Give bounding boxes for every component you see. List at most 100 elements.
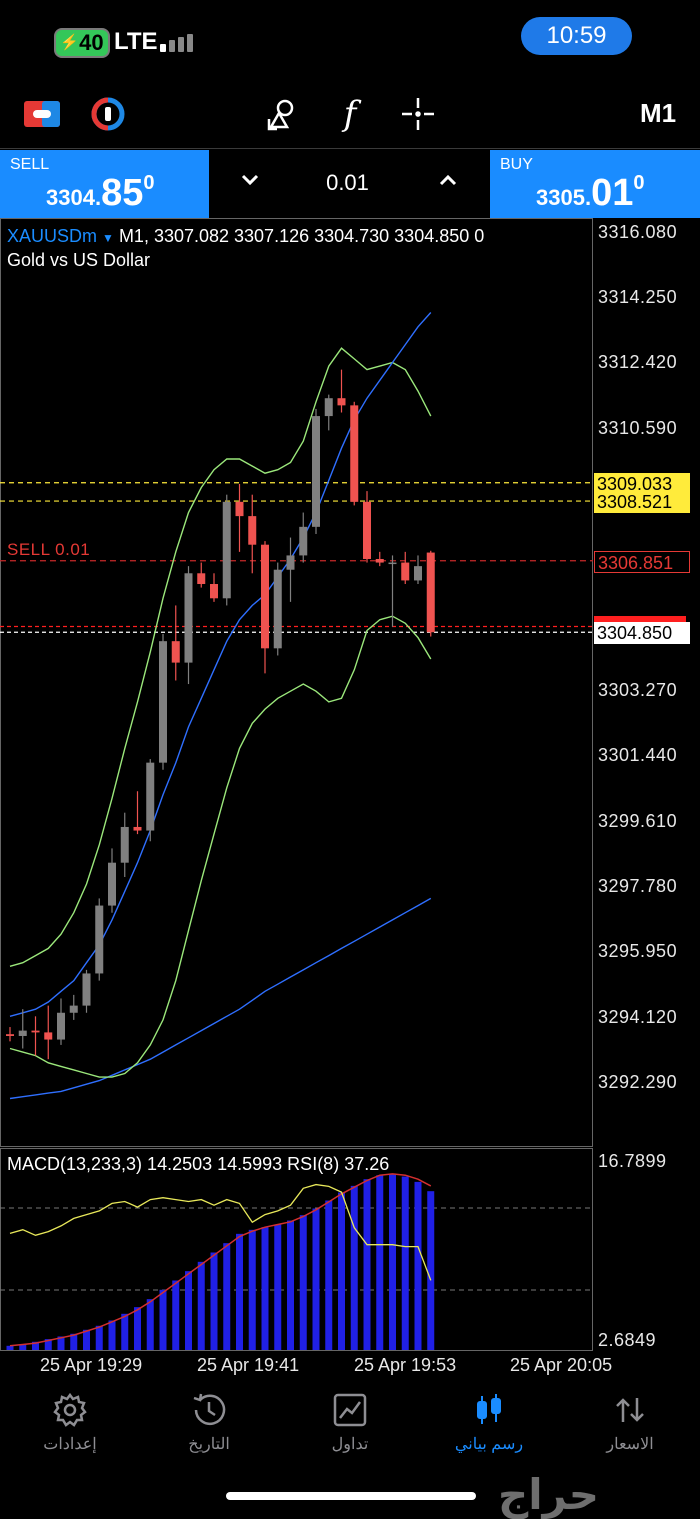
lot-increase-button[interactable] [438, 172, 458, 193]
macd-bar [6, 1345, 14, 1350]
candle-body [414, 566, 422, 581]
candle-body [426, 552, 435, 633]
symbol-dropdown-icon[interactable]: ▼ [102, 231, 114, 245]
subwindow-header: MACD(13,233,3) 14.2503 14.5993 RSI(8) 37… [7, 1154, 390, 1174]
rsi-line [9, 1183, 432, 1281]
price-tick: 3314.250 [598, 287, 678, 307]
chart-icon [434, 1390, 544, 1430]
quotes-icon [575, 1390, 685, 1430]
candle-body [273, 569, 282, 649]
sell-button[interactable]: SELL 3304.850 [0, 150, 209, 218]
macd-bar [95, 1325, 103, 1350]
candle-body [18, 1030, 27, 1036]
macd-bar [236, 1233, 243, 1350]
macd-bar [376, 1175, 384, 1350]
symbol-description: Gold vs US Dollar [7, 250, 151, 270]
macd-bar [134, 1307, 141, 1350]
candle-body [235, 501, 244, 517]
time-tick: 25 Apr 19:29 [40, 1355, 143, 1375]
candle-body [324, 398, 333, 417]
tab-trade[interactable]: تداول [295, 1390, 405, 1454]
macd-bar [210, 1252, 218, 1350]
network-label: LTE [114, 28, 158, 55]
order-price-tag[interactable]: 3306.851 [594, 551, 690, 573]
macd-bar [325, 1200, 333, 1350]
time-tick: 25 Apr 19:53 [354, 1355, 457, 1375]
home-indicator[interactable] [226, 1492, 476, 1500]
sell-price: 3304.850 [46, 172, 155, 214]
candle-body [261, 544, 269, 649]
bid-price-tag: 3304.850 [594, 622, 690, 644]
alert-level-tag[interactable]: 3309.033 [594, 473, 690, 495]
candle-body [6, 1034, 14, 1036]
lot-decrease-button[interactable] [240, 172, 260, 193]
macd-bar [57, 1336, 65, 1350]
macd-bar [44, 1339, 52, 1350]
trade-icon[interactable] [22, 96, 62, 132]
subwindow-axis-top: 16.7899 [598, 1151, 667, 1171]
order-line-label[interactable]: SELL 0.01 [7, 540, 91, 559]
macd-bar [197, 1261, 205, 1350]
candle-body [95, 905, 104, 974]
candle-body [312, 416, 320, 527]
macd-bar [19, 1344, 27, 1350]
macd-bar [121, 1313, 129, 1350]
macd-bar [32, 1341, 39, 1350]
bollinger-lower-line [9, 615, 432, 1078]
timeframe-button[interactable]: M1 [640, 98, 677, 128]
symbol-name[interactable]: XAUUSDm [7, 226, 98, 246]
price-tick: 3295.950 [598, 941, 678, 961]
subwindow-axis-bottom: 2.6849 [598, 1330, 657, 1350]
indicator-subwindow[interactable] [0, 1148, 593, 1351]
candle-body [159, 641, 167, 763]
candle-body [31, 1030, 40, 1033]
macd-bar [248, 1229, 256, 1350]
macd-bar [287, 1220, 294, 1350]
crosshair-icon[interactable] [398, 96, 438, 132]
tab-quotes[interactable]: الاسعار [575, 1390, 685, 1454]
buy-button[interactable]: BUY 3305.010 [490, 150, 700, 218]
candle-body [197, 573, 206, 585]
price-tick: 3294.120 [598, 1007, 678, 1027]
macd-bar [299, 1215, 307, 1350]
ask-marker [594, 616, 686, 622]
macd-bar [389, 1173, 396, 1350]
bollinger-middle-line [9, 312, 432, 1017]
macd-bar [261, 1227, 269, 1350]
candle-body [350, 405, 359, 502]
bollinger-upper-line [9, 347, 432, 967]
macd-bar [350, 1185, 358, 1350]
status-bar: ⚡40 LTE 10:59 [0, 0, 700, 80]
tab-chart[interactable]: رسم بياني [434, 1390, 544, 1454]
candle-body [184, 573, 193, 663]
macd-bar [363, 1179, 371, 1350]
candle-body [299, 526, 308, 556]
macd-bar [427, 1191, 435, 1350]
signal-icon [160, 34, 198, 52]
macd-bar [185, 1271, 192, 1350]
objects-icon[interactable] [262, 96, 302, 132]
tab-history[interactable]: التاريخ [154, 1390, 264, 1454]
candle-body [222, 501, 231, 599]
macd-bar [274, 1224, 282, 1350]
trade-tab-icon [295, 1390, 405, 1430]
price-tick: 3316.080 [598, 222, 678, 242]
lot-size-input[interactable]: 0.01 [326, 170, 369, 195]
macd-bar [108, 1320, 116, 1350]
macd-bar [172, 1280, 180, 1350]
alert-level-tag[interactable]: 3308.521 [594, 491, 690, 513]
candle-body [69, 1005, 78, 1013]
price-tick: 3297.780 [598, 876, 678, 896]
account-icon[interactable] [88, 96, 128, 132]
slow-ma-line [9, 897, 432, 1100]
tab-settings[interactable]: إعدادات [15, 1390, 125, 1454]
macd-bar [401, 1176, 409, 1350]
indicators-icon[interactable]: f [343, 94, 357, 134]
macd-signal-line [9, 1173, 432, 1347]
price-tick: 3310.590 [598, 418, 678, 438]
candle-body [108, 862, 116, 906]
price-chart[interactable] [0, 218, 593, 1147]
candle-body [401, 562, 410, 581]
chart-toolbar [0, 80, 700, 149]
candle-body [44, 1032, 53, 1040]
